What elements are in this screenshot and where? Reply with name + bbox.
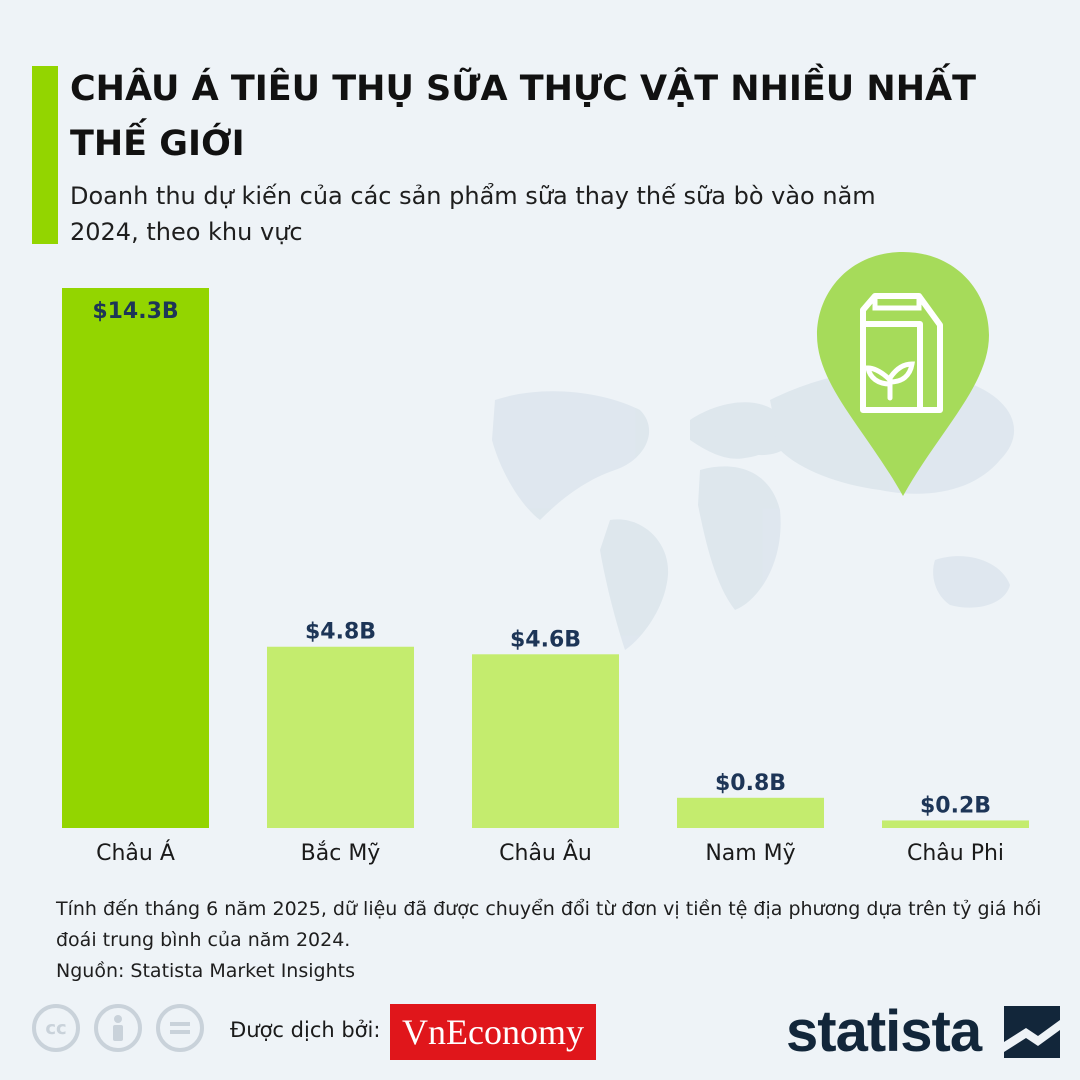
category-label: Bắc Mỹ — [301, 841, 381, 866]
statista-logo[interactable]: statista — [786, 999, 982, 1064]
footnote: Tính đến tháng 6 năm 2025, dữ liệu đã đư… — [56, 894, 1056, 987]
license-icons: cc — [32, 1004, 204, 1052]
translated-by-label: Được dịch bởi: — [230, 1018, 381, 1042]
footnote-text: Tính đến tháng 6 năm 2025, dữ liệu đã đư… — [56, 898, 1042, 951]
bar-value-label: $4.8B — [305, 620, 376, 645]
vneconomy-logo[interactable]: VnEconomy — [390, 1004, 596, 1060]
category-label: Châu Phi — [907, 841, 1004, 866]
bar-value-label: $0.8B — [715, 771, 786, 796]
bar-value-label: $14.3B — [92, 299, 178, 324]
cc-icon[interactable]: cc — [32, 1004, 80, 1052]
category-label: Châu Á — [96, 840, 175, 866]
bar-3 — [472, 654, 619, 828]
bar-1 — [62, 288, 209, 828]
bar-4 — [677, 797, 824, 828]
chart-subtitle: Doanh thu dự kiến của các sản phẩm sữa t… — [70, 182, 876, 246]
category-label: Nam Mỹ — [705, 841, 795, 866]
category-label: Châu Âu — [499, 840, 592, 866]
bar-chart: $14.3B Châu Á $4.8B Bắc Mỹ $4.6B Châu Âu $0.8B… — [62, 252, 1029, 866]
bar-value-label: $4.6B — [510, 627, 581, 652]
no-derivatives-icon[interactable] — [156, 1004, 204, 1052]
bar-2 — [267, 646, 414, 828]
bar-value-label: $0.2B — [920, 793, 991, 818]
attribution-icon[interactable] — [94, 1004, 142, 1052]
statista-mark-icon — [1004, 1006, 1060, 1058]
milk-carton-pin-icon — [817, 252, 989, 496]
source-text: Nguồn: Statista Market Insights — [56, 960, 355, 982]
bar-5 — [882, 820, 1029, 828]
title-accent-bar — [32, 66, 58, 244]
chart-title: CHÂU Á TIÊU THỤ SỮA THỰC VẬT NHIỀU NHẤT … — [70, 69, 976, 164]
